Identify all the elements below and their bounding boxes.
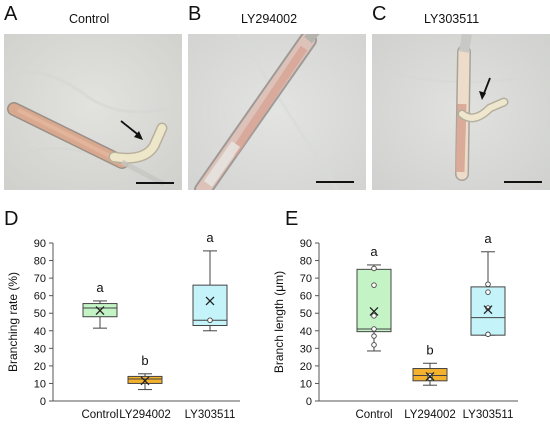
mean-marker: [483, 305, 493, 315]
y-tick-label: 60: [300, 291, 312, 303]
data-point: [371, 342, 377, 348]
data-point: [371, 326, 377, 332]
y-tick-label: 30: [300, 343, 312, 355]
data-point: [371, 265, 377, 272]
data-point: [207, 317, 213, 323]
significance-letter: b: [141, 353, 148, 368]
y-tick-label: 0: [306, 396, 312, 408]
y-tick-label: 80: [34, 256, 46, 268]
chart-branch-length: 0 10 20 30 40 50 60 70 80 90 Branch length (μm) Con…: [272, 225, 550, 440]
y-tick-label: 0: [40, 396, 46, 408]
box: [470, 286, 506, 336]
micrograph-ly294002: [188, 34, 366, 190]
significance-letter: a: [484, 231, 492, 246]
y-tick-label: 70: [300, 273, 312, 285]
y-axis-label: Branching rate (%): [6, 272, 20, 372]
panel-c-title: LY303511: [424, 12, 480, 26]
y-tick-label: 80: [300, 256, 312, 268]
significance-letter: a: [370, 244, 378, 259]
x-tick-label: Control: [355, 409, 392, 421]
data-point: [371, 313, 377, 319]
mean-marker: [369, 307, 379, 316]
y-tick-label: 10: [300, 378, 312, 390]
data-point: [371, 333, 377, 339]
mean-marker: [140, 376, 150, 386]
significance-letter: a: [96, 280, 104, 295]
y-tick-label: 20: [300, 361, 312, 373]
panel-a-title: Control: [69, 12, 110, 26]
y-tick-label: 90: [34, 238, 46, 250]
mean-marker: [205, 296, 215, 306]
y-tick-label: 60: [34, 291, 46, 303]
panel-letter-c: C: [372, 3, 387, 25]
data-point: [371, 282, 377, 288]
y-axis-label: Branch length (μm): [272, 271, 286, 373]
y-tick-label: 40: [300, 326, 312, 338]
x-tick-label: LY294002: [119, 409, 171, 421]
x-tick-label: LY303511: [463, 409, 514, 421]
panel-letter-d: D: [4, 208, 19, 230]
box: [356, 268, 392, 333]
panel-letter-a: A: [4, 3, 18, 25]
y-tick-label: 10: [34, 378, 46, 390]
panel-letter-e: E: [285, 208, 299, 230]
y-tick-label: 70: [34, 273, 46, 285]
significance-letter: a: [206, 230, 214, 245]
data-point: [485, 331, 491, 338]
data-point: [485, 281, 491, 288]
x-tick-label: LY294002: [404, 409, 456, 421]
micrograph-control: [4, 34, 182, 190]
chart-branching-rate: 0 10 20 30 40 50 60 70 80 90 Branching rate (%) Con…: [0, 225, 275, 440]
y-tick-label: 50: [34, 308, 46, 320]
y-tick-label: 90: [300, 238, 312, 250]
mean-marker: [425, 371, 435, 381]
x-tick-label: LY303511: [185, 409, 236, 421]
panel-letter-b: B: [188, 3, 202, 25]
mean-marker: [95, 306, 105, 316]
y-tick-label: 50: [300, 308, 312, 320]
y-tick-label: 30: [34, 343, 46, 355]
y-tick-label: 20: [34, 361, 46, 373]
significance-letter: b: [426, 342, 433, 357]
x-tick-label: Control: [81, 409, 118, 421]
data-point: [485, 289, 491, 295]
micrograph-ly303511: [372, 34, 550, 190]
y-tick-label: 40: [34, 326, 46, 338]
panel-b-title: LY294002: [241, 12, 298, 26]
